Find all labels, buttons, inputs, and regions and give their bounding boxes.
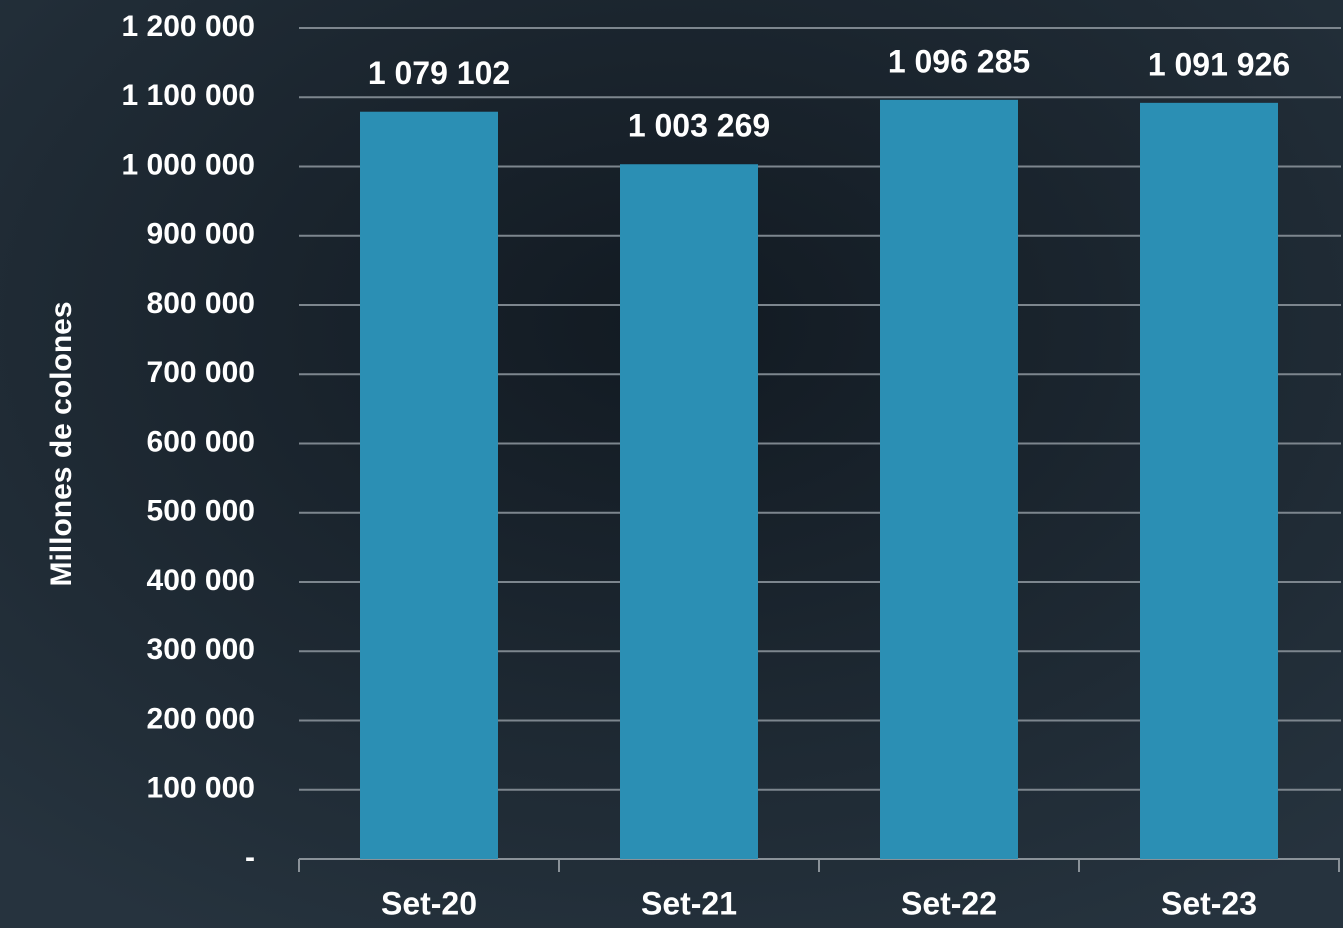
y-tick-label: 900 000 — [147, 218, 255, 251]
y-tick-label: 1 000 000 — [122, 148, 255, 181]
x-tick-label: Set-23 — [1161, 885, 1257, 921]
y-axis-label: Millones de colones — [45, 301, 78, 586]
bar — [360, 111, 498, 859]
y-tick-label: - — [245, 841, 255, 874]
y-tick-label: 400 000 — [147, 564, 255, 597]
y-tick-label: 300 000 — [147, 633, 255, 666]
y-tick-label: 1 200 000 — [122, 10, 255, 43]
data-label: 1 096 285 — [888, 43, 1030, 79]
x-tick-label: Set-21 — [641, 885, 737, 921]
data-label: 1 079 102 — [368, 55, 510, 91]
y-tick-label: 700 000 — [147, 356, 255, 389]
y-tick-label: 600 000 — [147, 425, 255, 458]
bar — [880, 99, 1018, 860]
y-tick-label: 500 000 — [147, 495, 255, 528]
y-tick-label: 100 000 — [147, 772, 255, 805]
x-tick-label: Set-22 — [901, 885, 997, 921]
data-label: 1 091 926 — [1148, 46, 1290, 82]
data-label: 1 003 269 — [628, 108, 770, 144]
y-tick-label: 800 000 — [147, 287, 255, 320]
y-tick-label: 200 000 — [147, 702, 255, 735]
x-tick-label: Set-20 — [381, 885, 477, 921]
bar — [620, 164, 758, 860]
y-tick-label: 1 100 000 — [122, 79, 255, 112]
bar — [1140, 102, 1278, 859]
